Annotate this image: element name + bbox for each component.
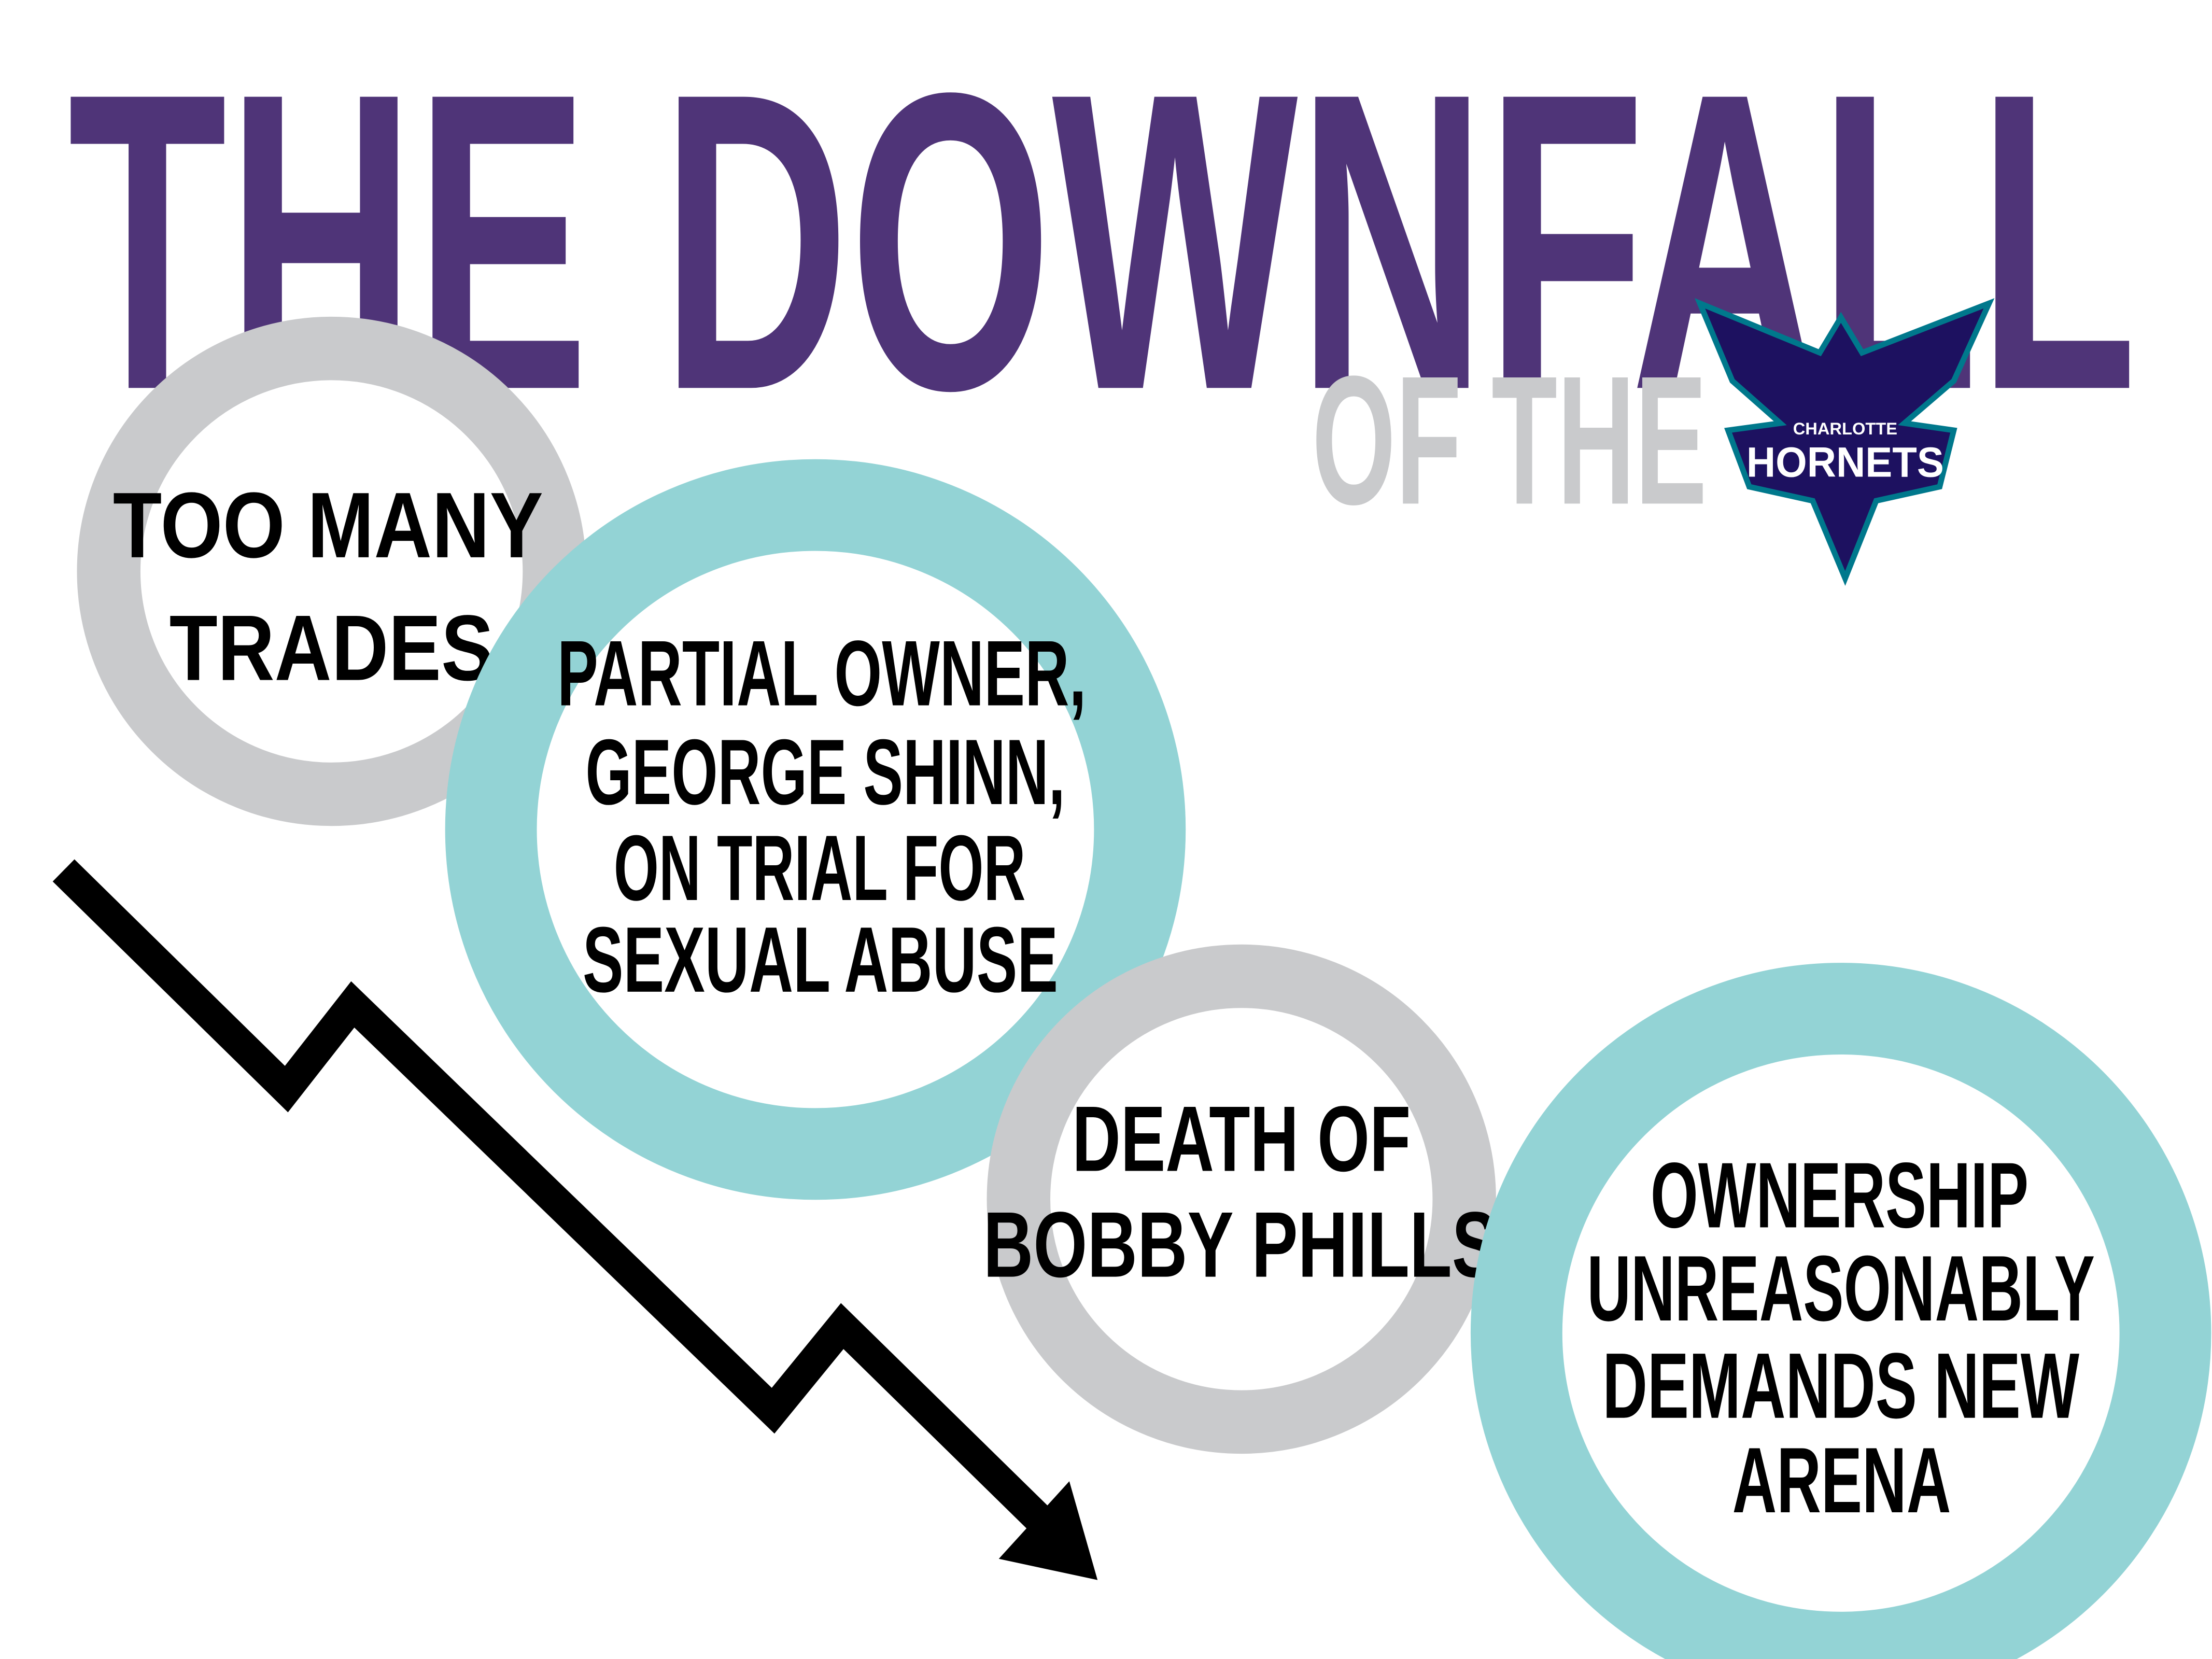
logo-top: CHARLOTTE xyxy=(1793,419,1897,438)
subtitle: OF THE xyxy=(1312,338,1707,542)
circle-text: PARTIAL OWNER, xyxy=(557,622,1086,726)
ring xyxy=(1471,963,2211,1659)
circle-text: DEMANDS NEW xyxy=(1602,1334,2079,1438)
circle-text: SEXUAL ABUSE xyxy=(583,908,1058,1012)
arrow-head xyxy=(998,1481,1098,1580)
circle-text: DEATH OF xyxy=(1072,1087,1411,1191)
circle-text: TRADES xyxy=(170,596,494,700)
logo-name: HORNETS xyxy=(1746,439,1944,486)
hornets-logo: CHARLOTTE HORNETS xyxy=(1694,298,1995,586)
circle-text: BOBBY PHILLS xyxy=(983,1193,1498,1297)
circle-text: UNREASONABLY xyxy=(1587,1236,2095,1341)
logo-shape xyxy=(1694,298,1995,586)
ring xyxy=(987,944,1496,1454)
circle-text: ON TRIAL FOR xyxy=(614,816,1026,920)
ring xyxy=(445,459,1186,1200)
circle-text: GEORGE SHINN, xyxy=(585,720,1065,824)
circle-text: OWNERSHIP xyxy=(1651,1143,2028,1247)
circle-text: ARENA xyxy=(1732,1428,1951,1533)
circle-text: TOO MANY xyxy=(113,473,543,578)
decline-arrow xyxy=(52,859,1062,1542)
